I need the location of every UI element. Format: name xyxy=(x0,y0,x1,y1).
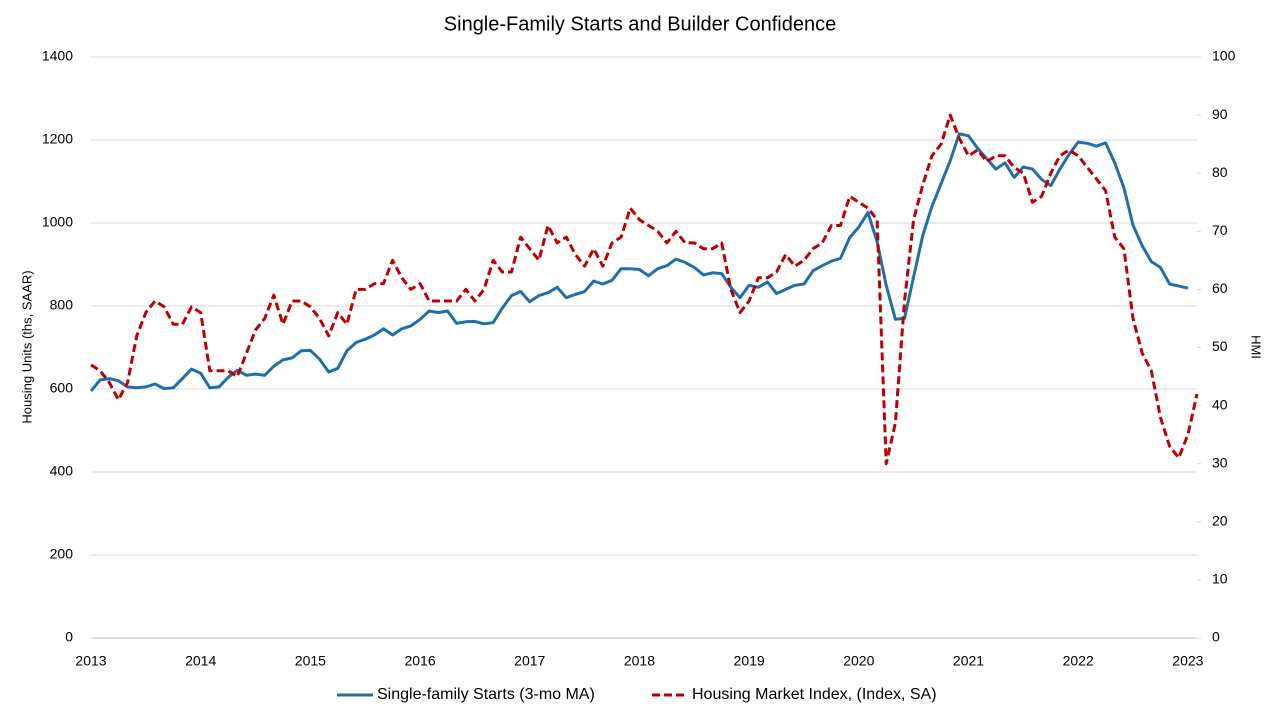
y2-tick-label: 10 xyxy=(1212,571,1228,587)
x-tick-label: 2022 xyxy=(1063,653,1094,669)
y2-tick-label: 80 xyxy=(1212,164,1228,180)
x-tick-label: 2015 xyxy=(295,653,326,669)
y-tick-label: 0 xyxy=(65,629,73,645)
x-tick-label: 2017 xyxy=(514,653,545,669)
y2-axis-label: HMI xyxy=(1249,335,1264,359)
y2-tick-label: 30 xyxy=(1212,454,1228,470)
x-tick-label: 2019 xyxy=(734,653,765,669)
y-tick-label: 1000 xyxy=(42,214,73,230)
y-axis-label: Housing Units (ths, SAAR) xyxy=(19,270,34,423)
x-tick-label: 2016 xyxy=(404,653,435,669)
y-tick-label: 200 xyxy=(50,546,74,562)
y2-tick-label: 40 xyxy=(1212,396,1228,412)
x-tick-label: 2014 xyxy=(185,653,216,669)
y-tick-label: 1200 xyxy=(42,131,73,147)
chart-title: Single-Family Starts and Builder Confide… xyxy=(444,13,836,35)
y2-tick-label: 50 xyxy=(1212,338,1228,354)
y2-tick-label: 0 xyxy=(1212,629,1220,645)
y2-tick-label: 100 xyxy=(1212,48,1236,64)
x-tick-label: 2021 xyxy=(953,653,984,669)
legend-label: Housing Market Index, (Index, SA) xyxy=(692,686,937,703)
y2-tick-label: 90 xyxy=(1212,106,1228,122)
y-tick-label: 1400 xyxy=(42,48,73,64)
x-tick-label: 2013 xyxy=(75,653,106,669)
series-line xyxy=(89,132,1189,393)
legend-label: Single-family Starts (3-mo MA) xyxy=(377,686,595,703)
x-tick-label: 2018 xyxy=(624,653,655,669)
y-tick-label: 600 xyxy=(50,380,74,396)
y2-tick-label: 60 xyxy=(1212,280,1228,296)
series-line xyxy=(90,113,1199,466)
x-tick-label: 2023 xyxy=(1172,653,1203,669)
x-tick-label: 2020 xyxy=(843,653,874,669)
y2-tick-label: 70 xyxy=(1212,222,1228,238)
y-tick-label: 400 xyxy=(50,463,74,479)
y2-tick-label: 20 xyxy=(1212,513,1228,529)
y-tick-label: 800 xyxy=(50,297,74,313)
